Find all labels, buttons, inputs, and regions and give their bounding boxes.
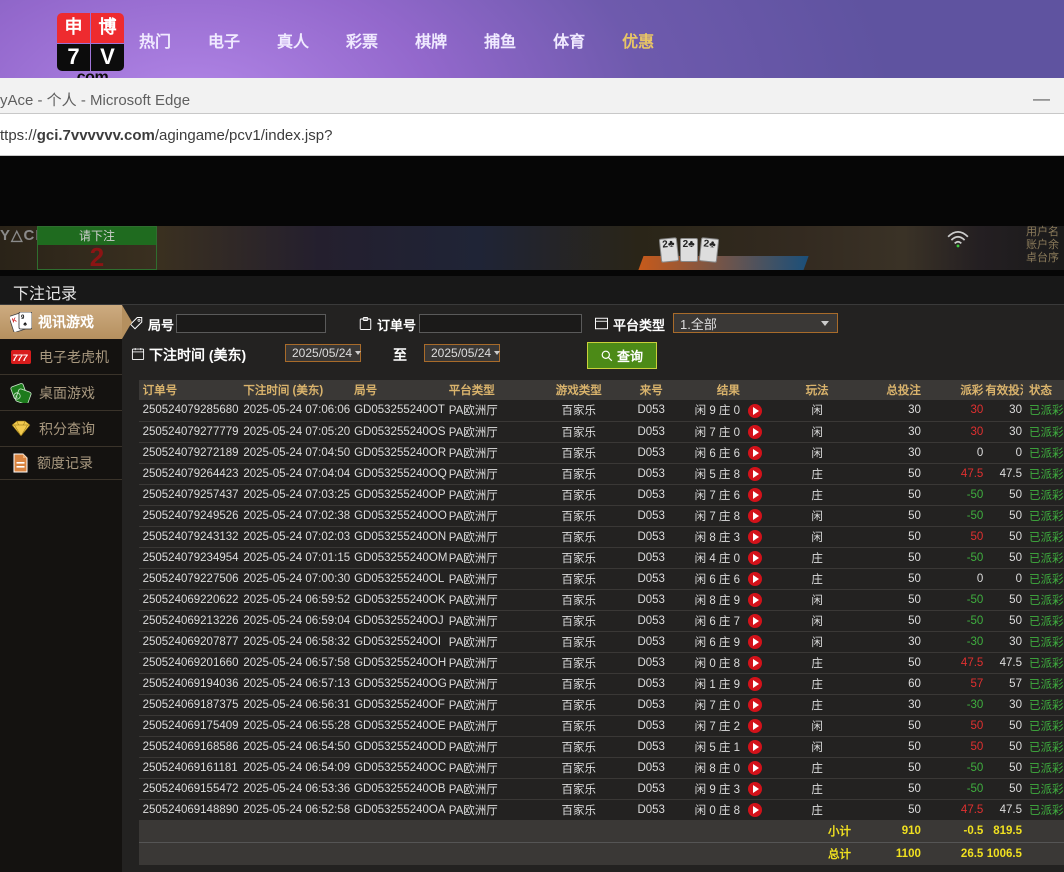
svg-text:♠: ♠: [23, 321, 27, 328]
svg-text:777: 777: [13, 353, 29, 363]
